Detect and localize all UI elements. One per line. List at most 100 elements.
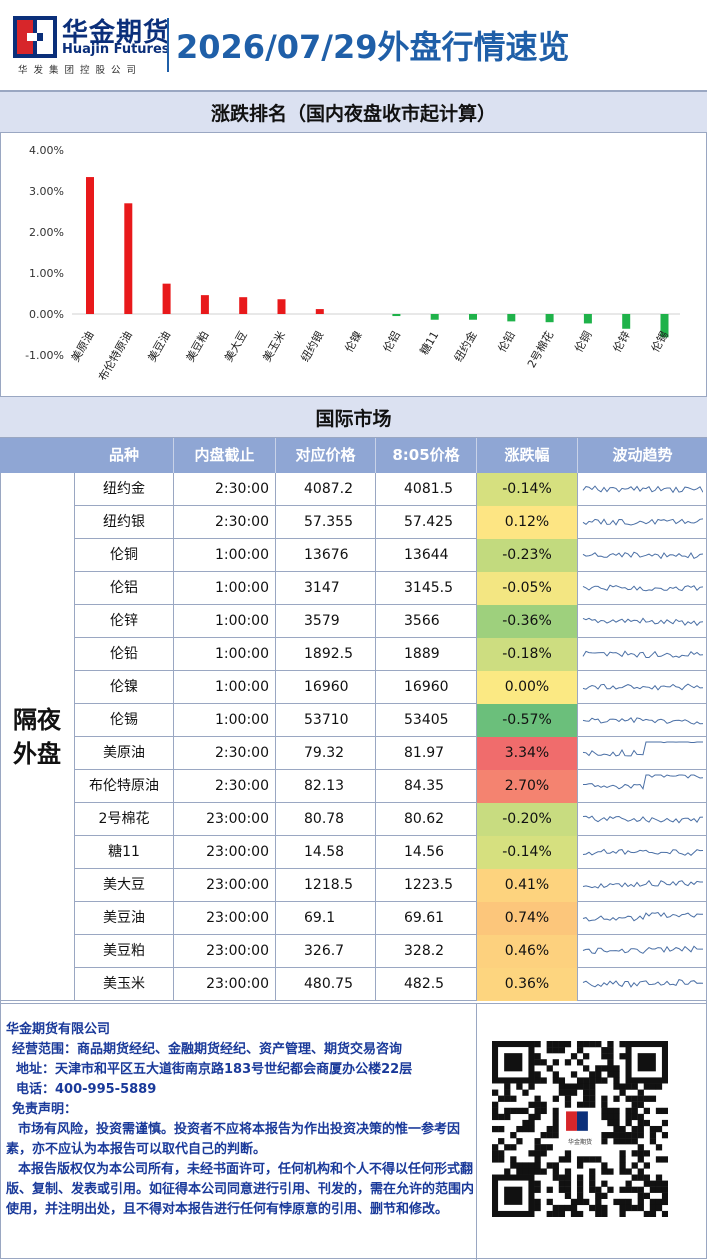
qr-module bbox=[570, 1198, 578, 1206]
cell-now-price: 3566 bbox=[376, 605, 477, 638]
qr-module bbox=[655, 1156, 663, 1163]
qr-module bbox=[607, 1041, 614, 1048]
trend-sparkline bbox=[583, 774, 703, 791]
qr-module bbox=[510, 1156, 517, 1163]
qr-module bbox=[631, 1095, 638, 1102]
qr-module bbox=[492, 1150, 499, 1157]
x-tick-label: 美豆粕 bbox=[183, 329, 212, 365]
qr-module bbox=[643, 1083, 650, 1090]
qr-module bbox=[522, 1125, 529, 1133]
cell-cutoff: 23:00:00 bbox=[174, 902, 276, 935]
qr-module bbox=[498, 1113, 505, 1121]
qr-module bbox=[637, 1125, 644, 1133]
qr-module bbox=[564, 1180, 572, 1187]
cell-ref-price: 3147 bbox=[276, 572, 376, 605]
qr-module bbox=[558, 1156, 566, 1163]
qr-module bbox=[564, 1186, 572, 1193]
disclaimer-paragraph-1: 市场有风险，投资需谨慎。投资者不应将本报告为作出投资决策的惟一参考因素，亦不应认… bbox=[6, 1122, 461, 1157]
qr-module bbox=[516, 1107, 523, 1115]
y-tick-label: 1.00% bbox=[29, 267, 64, 280]
qr-module bbox=[625, 1132, 632, 1139]
qr-module bbox=[661, 1192, 668, 1199]
qr-module bbox=[649, 1180, 657, 1187]
qr-module bbox=[564, 1059, 572, 1066]
qr-module bbox=[498, 1125, 505, 1133]
qr-module bbox=[589, 1071, 596, 1078]
sparkline-path bbox=[582, 741, 703, 757]
qr-module bbox=[625, 1198, 632, 1206]
qr-module bbox=[546, 1041, 553, 1048]
qr-module bbox=[570, 1210, 578, 1217]
cell-name: 纽约银 bbox=[75, 506, 174, 539]
qr-module bbox=[601, 1101, 608, 1108]
qr-module bbox=[637, 1204, 644, 1212]
qr-module bbox=[534, 1077, 541, 1084]
qr-module bbox=[661, 1107, 668, 1115]
qr-module bbox=[498, 1150, 505, 1157]
qr-module bbox=[619, 1089, 626, 1096]
qr-module bbox=[619, 1150, 626, 1157]
qr-module bbox=[583, 1083, 590, 1090]
qr-module bbox=[552, 1071, 559, 1078]
trend-sparkline bbox=[582, 617, 703, 627]
qr-module bbox=[522, 1089, 529, 1096]
intl-market-section-title: 国际市场 bbox=[0, 396, 707, 438]
qr-module bbox=[619, 1210, 626, 1217]
qr-module bbox=[546, 1065, 553, 1072]
qr-module bbox=[558, 1089, 566, 1096]
x-tick-label: 纽约金 bbox=[451, 329, 480, 365]
cell-now-price: 3145.5 bbox=[376, 572, 477, 605]
qr-module bbox=[625, 1138, 632, 1145]
qr-module bbox=[601, 1210, 608, 1217]
qr-module bbox=[625, 1180, 632, 1187]
report-footer: 华金期货有限公司 经营范围：商品期货经纪、金融期货经纪、资产管理、期货交易咨询 … bbox=[0, 1003, 707, 1260]
cell-cutoff: 1:00:00 bbox=[174, 539, 276, 572]
qr-module bbox=[619, 1053, 626, 1060]
cell-name: 美豆油 bbox=[75, 902, 174, 935]
qr-module bbox=[498, 1156, 505, 1163]
ranking-section-title: 涨跌排名（国内夜盘收市起计算） bbox=[0, 91, 707, 133]
cell-change: 0.74% bbox=[477, 902, 578, 935]
qr-module bbox=[589, 1204, 596, 1212]
qr-module bbox=[564, 1168, 572, 1175]
cell-cutoff: 23:00:00 bbox=[174, 935, 276, 968]
qr-module bbox=[516, 1083, 523, 1090]
table-row: 美原油 2:30:00 79.32 81.97 3.34% bbox=[75, 737, 707, 770]
qr-module bbox=[631, 1132, 638, 1139]
qr-module bbox=[607, 1065, 614, 1072]
bar-布伦特原油 bbox=[124, 203, 133, 314]
qr-module bbox=[589, 1089, 596, 1096]
cell-ref-price: 3579 bbox=[276, 605, 376, 638]
qr-module bbox=[558, 1077, 566, 1084]
cell-cutoff: 23:00:00 bbox=[174, 803, 276, 836]
qr-module bbox=[655, 1180, 663, 1187]
qr-module bbox=[607, 1047, 614, 1054]
qr-module bbox=[504, 1089, 511, 1096]
qr-module bbox=[510, 1162, 517, 1169]
qr-module bbox=[649, 1132, 657, 1139]
qr-module bbox=[637, 1095, 644, 1102]
qr-module bbox=[576, 1198, 584, 1206]
qr-module bbox=[601, 1107, 608, 1115]
qr-module bbox=[625, 1119, 632, 1127]
qr-module bbox=[534, 1156, 541, 1163]
qr-module bbox=[637, 1089, 644, 1096]
logo-chinese-name: 华金期货 bbox=[62, 18, 171, 48]
huajin-logo-icon bbox=[13, 16, 57, 58]
qr-module bbox=[649, 1125, 657, 1133]
qr-module bbox=[528, 1101, 535, 1108]
cell-name: 伦铝 bbox=[75, 572, 174, 605]
qr-module bbox=[540, 1107, 547, 1115]
bar-伦铝 bbox=[392, 314, 401, 317]
cell-name: 伦铜 bbox=[75, 539, 174, 572]
x-tick-label: 美玉米 bbox=[260, 329, 288, 364]
trend-sparkline bbox=[582, 584, 703, 592]
sparkline-path bbox=[582, 617, 703, 627]
qr-module bbox=[522, 1107, 529, 1115]
table-row: 布伦特原油 2:30:00 82.13 84.35 2.70% bbox=[75, 770, 707, 803]
qr-module bbox=[546, 1125, 553, 1133]
qr-module bbox=[625, 1204, 632, 1212]
qr-module bbox=[516, 1168, 523, 1175]
y-tick-label: 3.00% bbox=[29, 185, 64, 198]
qr-module bbox=[552, 1077, 559, 1084]
